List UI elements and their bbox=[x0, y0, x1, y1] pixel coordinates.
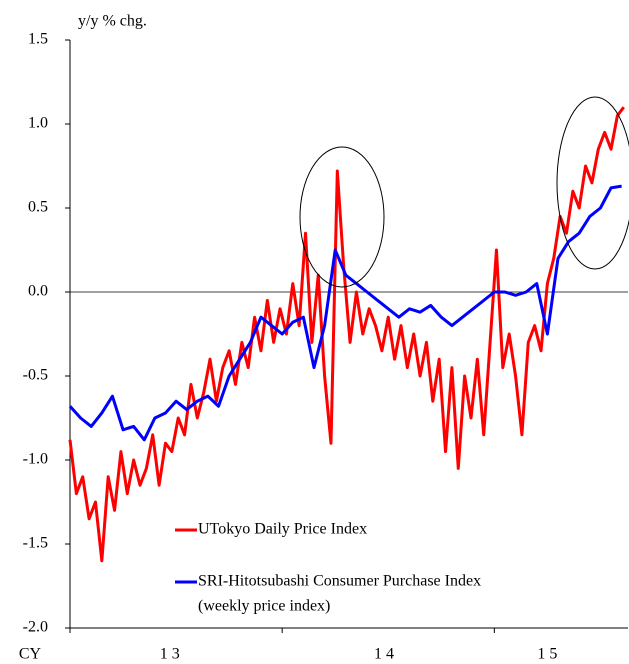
y-tick-label: -1.0 bbox=[23, 451, 48, 468]
y-tick-label: 1.5 bbox=[28, 31, 48, 48]
y-tick-label: 0.5 bbox=[28, 199, 48, 216]
y-tick-label: 1.0 bbox=[28, 115, 48, 132]
y-axis-label: y/y % chg. bbox=[78, 13, 147, 30]
x-tick-label: 1 5 bbox=[537, 646, 557, 663]
x-tick-label: 1 3 bbox=[160, 646, 180, 663]
x-tick-label: 1 4 bbox=[374, 646, 394, 663]
highlight-ellipse bbox=[556, 96, 629, 270]
series-line bbox=[68, 106, 625, 563]
x-axis-label: CY bbox=[19, 646, 42, 663]
legend-label: SRI-Hitotsubashi Consumer Purchase Index bbox=[198, 573, 481, 590]
highlight-ellipse bbox=[299, 146, 385, 288]
series-line bbox=[68, 184, 622, 442]
y-tick-label: 0.0 bbox=[28, 283, 48, 300]
legend-note: (weekly price index) bbox=[198, 598, 330, 615]
y-tick-label: -2.0 bbox=[23, 619, 48, 636]
y-tick-label: -0.5 bbox=[23, 367, 48, 384]
legend-label: UTokyo Daily Price Index bbox=[198, 521, 367, 538]
y-tick-label: -1.5 bbox=[23, 535, 48, 552]
